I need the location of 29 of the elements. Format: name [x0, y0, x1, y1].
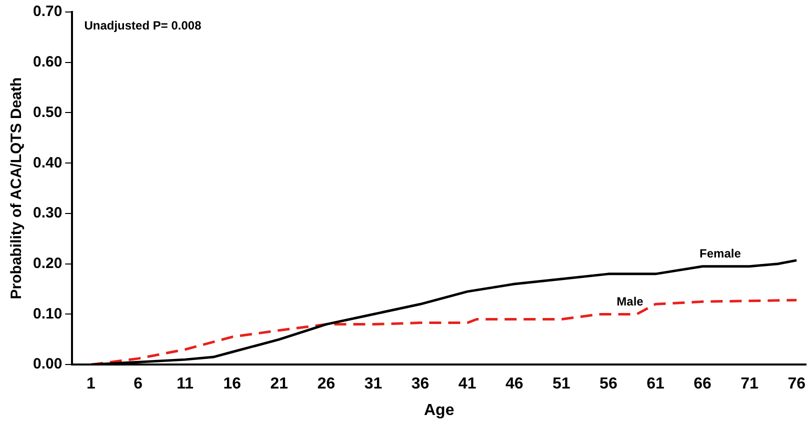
x-tick-label: 31 [364, 376, 382, 393]
y-tick-label: 0.70 [32, 3, 62, 20]
x-tick-label: 51 [552, 376, 570, 393]
y-tick-label: 0.10 [32, 305, 62, 322]
y-tick-label: 0.30 [32, 204, 62, 222]
x-tick-label: 56 [600, 376, 618, 393]
y-axis-title: Probability of ACA/LQTS Death [8, 77, 26, 300]
x-tick-label: 61 [646, 376, 664, 393]
y-tick-label: 0.00 [32, 356, 62, 373]
x-tick-label: 76 [788, 376, 806, 393]
x-tick-label: 6 [134, 376, 143, 393]
series-label: Male [616, 294, 644, 309]
x-axis-title: Age [424, 402, 454, 419]
x-tick-label: 1 [86, 376, 96, 393]
x-tick-label: 46 [505, 376, 524, 393]
x-tick-label: 71 [740, 376, 759, 393]
x-tick-label: 16 [223, 376, 242, 393]
series-label: Female [700, 246, 742, 261]
x-tick-label: 66 [694, 376, 712, 393]
x-tick-label: 36 [411, 376, 430, 393]
x-tick-label: 26 [317, 376, 336, 393]
y-tick-label: 0.60 [32, 54, 62, 71]
x-tick-label: 41 [458, 376, 476, 393]
y-tick-label: 0.40 [32, 154, 62, 172]
x-tick-label: 21 [270, 376, 288, 393]
x-tick-label: 11 [176, 376, 194, 393]
y-tick-label: 0.20 [32, 255, 62, 272]
y-tick-label: 0.50 [32, 104, 62, 121]
annotation: Unadjusted P= 0.008 [84, 18, 202, 32]
